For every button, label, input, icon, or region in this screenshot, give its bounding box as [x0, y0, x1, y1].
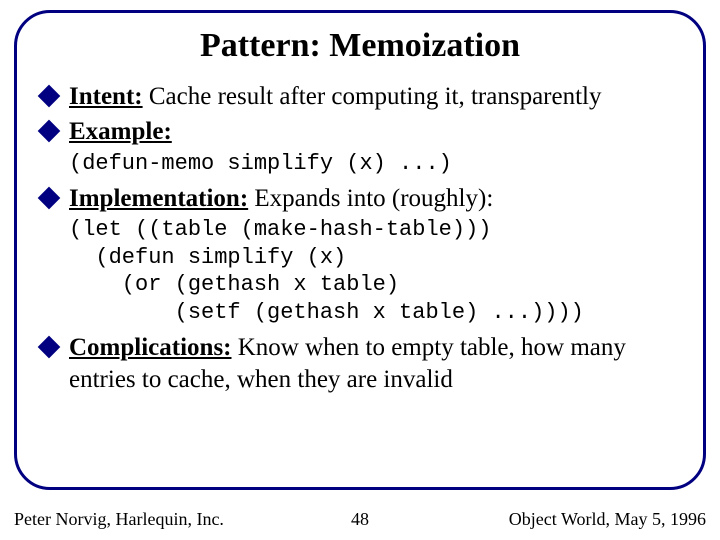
bullet-label: Implementation:	[69, 185, 248, 212]
bullet-text: Implementation: Expands into (roughly):	[69, 183, 493, 214]
bullet-text: Complications: Know when to empty table,…	[69, 332, 679, 395]
bullet-complications: Complications: Know when to empty table,…	[41, 332, 679, 395]
bullet-implementation: Implementation: Expands into (roughly):	[41, 183, 679, 214]
diamond-icon	[38, 187, 61, 210]
bullet-text: Example:	[69, 116, 172, 147]
bullet-label: Example:	[69, 118, 172, 145]
diamond-icon	[38, 336, 61, 359]
slide-title: Pattern: Memoization	[41, 27, 679, 65]
footer-page-number: 48	[351, 509, 369, 530]
diamond-icon	[38, 120, 61, 143]
footer-right: Object World, May 5, 1996	[509, 509, 706, 530]
bullet-example: Example:	[41, 116, 679, 147]
bullet-intent: Intent: Cache result after computing it,…	[41, 81, 679, 112]
code-example: (defun-memo simplify (x) ...)	[69, 150, 679, 178]
bullet-body: Expands into (roughly):	[248, 185, 493, 212]
diamond-icon	[38, 85, 61, 108]
bullet-body: Cache result after computing it, transpa…	[143, 83, 602, 110]
bullet-text: Intent: Cache result after computing it,…	[69, 81, 601, 112]
code-implementation: (let ((table (make-hash-table))) (defun …	[69, 216, 679, 326]
bullet-label: Intent:	[69, 83, 143, 110]
footer-left: Peter Norvig, Harlequin, Inc.	[14, 509, 224, 530]
bullet-label: Complications:	[69, 334, 232, 361]
slide-frame: Pattern: Memoization Intent: Cache resul…	[14, 10, 706, 490]
slide-footer: Peter Norvig, Harlequin, Inc. 48 Object …	[14, 509, 706, 530]
